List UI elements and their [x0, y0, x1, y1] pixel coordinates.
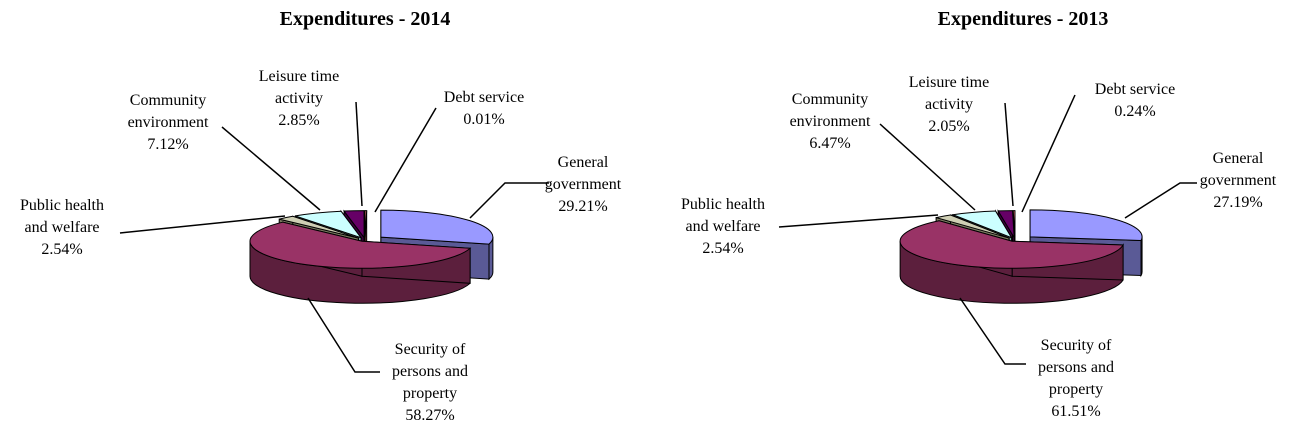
- slice-community-environment: [295, 210, 363, 239]
- slice-name-label: Debt service: [444, 89, 524, 106]
- slice-value-label: 2.05%: [928, 118, 969, 135]
- slice-public-health-and-welfare: [935, 214, 1010, 239]
- slice-name-label: government: [1200, 172, 1277, 189]
- slice-value-label: 0.01%: [463, 111, 504, 128]
- slice-debt-service: [1012, 210, 1016, 238]
- chart-title: Expenditures - 2014: [280, 8, 451, 30]
- leader-line: [1124, 182, 1197, 219]
- chart-title: Expenditures - 2013: [938, 8, 1109, 30]
- slice-name-label: Debt service: [1095, 81, 1175, 98]
- slice-value-label: 6.47%: [809, 135, 850, 152]
- slice-security-of-persons-and-property: [899, 220, 1124, 269]
- slice-leisure-time-activity: [343, 210, 365, 240]
- pie-chart-2013: Expenditures - 2013 General government 27.…: [681, 8, 1277, 420]
- slice-name-label: government: [545, 176, 622, 193]
- pie-tops: [899, 209, 1143, 269]
- slice-name-label: activity: [925, 96, 973, 113]
- slice-name-label: Community: [792, 91, 868, 108]
- slice-name-label: property: [1049, 381, 1103, 398]
- slice-leisure-time-activity: [997, 210, 1015, 238]
- slice-name-label: Security of: [1041, 337, 1112, 354]
- slice-value-label: 0.24%: [1114, 103, 1155, 120]
- leader-line: [469, 182, 549, 219]
- slice-labels: General government 27.19% Security of person…: [681, 74, 1277, 420]
- slice-community-environment: [951, 210, 1013, 239]
- slice-name-label: environment: [128, 114, 209, 131]
- slice-value-label: 2.54%: [41, 241, 82, 258]
- leader-line: [1004, 102, 1014, 207]
- slice-name-label: Community: [130, 92, 206, 109]
- slice-name-label: environment: [790, 113, 871, 130]
- leader-line: [1021, 94, 1076, 213]
- pie-tops: [249, 209, 494, 269]
- slice-name-label: Public health: [681, 196, 765, 213]
- leader-line: [355, 101, 363, 207]
- pie-chart-2014: Expenditures - 2014 General government 29.…: [20, 8, 622, 424]
- leader-line: [374, 107, 437, 213]
- leader-line: [119, 215, 286, 234]
- slice-name-label: property: [403, 385, 457, 402]
- slice-debt-service: [364, 210, 368, 238]
- leader-line: [778, 214, 939, 228]
- slice-value-label: 58.27%: [405, 407, 454, 424]
- slice-name-label: Leisure time: [259, 68, 339, 85]
- slice-value-label: 61.51%: [1051, 403, 1100, 420]
- slice-name-label: Leisure time: [909, 74, 989, 91]
- slice-value-label: 2.54%: [702, 240, 743, 257]
- slice-name-label: persons and: [392, 363, 468, 380]
- slice-name-label: persons and: [1038, 359, 1114, 376]
- slice-security-of-persons-and-property: [249, 221, 472, 269]
- slice-general-government: [380, 209, 494, 245]
- slice-name-label: General: [1213, 150, 1264, 167]
- slice-public-health-and-welfare: [279, 215, 359, 239]
- slice-name-label: and welfare: [685, 218, 760, 235]
- slice-name-label: and welfare: [24, 219, 99, 236]
- slice-name-label: Public health: [20, 197, 104, 214]
- slice-name-label: activity: [275, 90, 323, 107]
- slice-labels: General government 29.21% Security of person…: [20, 68, 622, 424]
- slice-value-label: 29.21%: [558, 198, 607, 215]
- slice-value-label: 2.85%: [278, 112, 319, 129]
- leader-line: [307, 297, 380, 373]
- slice-value-label: 27.19%: [1213, 194, 1262, 211]
- slice-general-government: [1029, 209, 1143, 242]
- leader-line: [879, 123, 976, 211]
- leader-line: [959, 297, 1026, 365]
- slice-name-label: General: [558, 154, 609, 171]
- slice-value-label: 7.12%: [147, 136, 188, 153]
- slice-name-label: Security of: [395, 341, 466, 358]
- leader-line: [221, 126, 321, 211]
